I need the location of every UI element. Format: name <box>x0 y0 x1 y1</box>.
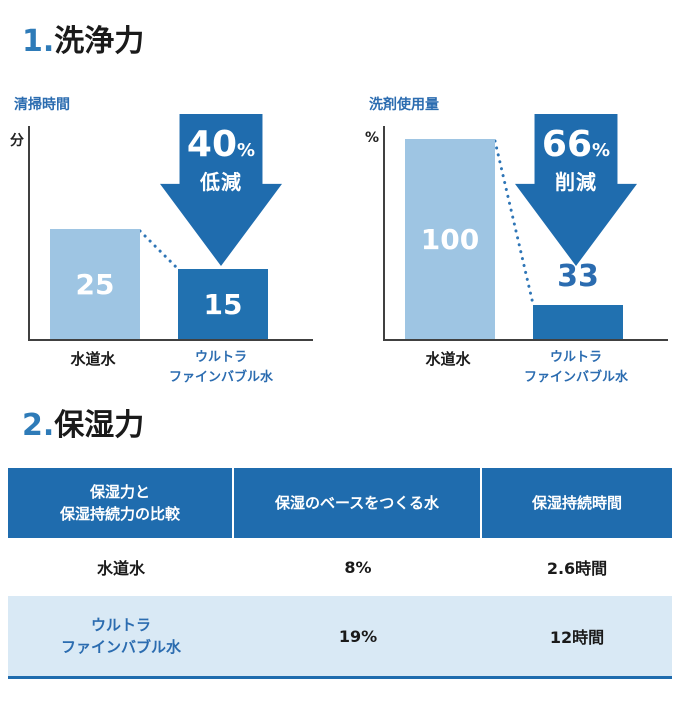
category-label-tap-water: 水道水 <box>425 350 471 368</box>
reduction-value-line: 66% <box>515 127 637 163</box>
category-label-bubble-water: ウルトラ ファインバブル水 <box>523 350 628 385</box>
tap-water-bar-value: 25 <box>75 267 115 301</box>
cleaning-time-y-axis-unit: 分 <box>10 133 24 149</box>
reduction-value-line: 40% <box>160 127 282 163</box>
category-label-bubble-water: ウルトラ ファインバブル水 <box>168 350 273 385</box>
bubble-water-bar: 15 <box>178 269 268 339</box>
detergent-usage-dotted-trend-line <box>493 139 535 306</box>
section-1-heading: 1.洗浄力 <box>22 24 680 60</box>
reduction-percent-sign: % <box>592 140 611 161</box>
table-row-bubble-water: ウルトラ ファインバブル水 19% 12時間 <box>8 596 672 676</box>
row-label-tap-water: 水道水 <box>96 559 145 578</box>
bubble-water-base-water-value: 19% <box>338 626 378 646</box>
tap-water-bar: 100 <box>405 139 495 339</box>
reduction-percent-sign: % <box>237 140 256 161</box>
reduction-arrow-badge: 40% 低減 <box>160 114 282 266</box>
detergent-usage-plot-area: 100 33 <box>383 126 668 341</box>
cleaning-time-dotted-trend-line <box>138 229 184 275</box>
tap-water-duration-value: 2.6時間 <box>546 559 608 578</box>
charts-row: 清掃時間 分 25 15 40% 低減 水道水 ウルトラ ファインバブル水 洗剤… <box>0 94 680 394</box>
cleaning-time-chart: 清掃時間 分 25 15 40% 低減 水道水 ウルトラ ファインバブル水 <box>10 94 325 394</box>
moisture-comparison-table: 保湿力と 保湿持続力の比較 保湿のベースをつくる水 保湿持続時間 水道水 8% … <box>8 468 672 679</box>
section-2-heading: 2.保湿力 <box>22 408 680 444</box>
table-header-duration: 保湿持続時間 <box>531 493 622 512</box>
section-2-title: 保湿力 <box>54 408 145 443</box>
reduction-value: 40 <box>186 124 238 165</box>
reduction-label: 削減 <box>555 170 597 194</box>
detergent-usage-y-axis-unit: % <box>365 130 380 146</box>
cleaning-time-plot-area: 25 15 <box>28 126 313 341</box>
cleaning-time-chart-title: 清掃時間 <box>14 97 70 113</box>
detergent-usage-chart: 洗剤使用量 % 100 33 66% 削減 水道水 ウルトラ ファインバブル水 <box>365 94 680 394</box>
bubble-water-bar-value: 33 <box>557 259 599 294</box>
tap-water-base-water-value: 8% <box>344 557 372 577</box>
table-header-base-water: 保湿のベースをつくる水 <box>234 468 482 538</box>
bubble-water-bar-value: 15 <box>203 287 243 321</box>
detergent-usage-chart-title: 洗剤使用量 <box>369 97 439 113</box>
section-1-title: 洗浄力 <box>54 24 145 59</box>
reduction-value: 66 <box>541 124 593 165</box>
table-header-comparison: 保湿力と 保湿持続力の比較 <box>8 468 234 538</box>
bubble-water-duration-value: 12時間 <box>549 628 605 647</box>
tap-water-bar: 25 <box>50 229 140 339</box>
reduction-label: 低減 <box>200 170 242 194</box>
section-1-number: 1. <box>22 24 55 59</box>
bubble-water-bar: 33 <box>533 259 623 339</box>
table-row-tap-water: 水道水 8% 2.6時間 <box>8 538 672 596</box>
row-label-bubble-water: ウルトラ ファインバブル水 <box>60 615 181 657</box>
category-label-tap-water: 水道水 <box>70 350 116 368</box>
tap-water-bar-value: 100 <box>420 222 480 256</box>
section-2-number: 2. <box>22 408 55 443</box>
table-header-row: 保湿力と 保湿持続力の比較 保湿のベースをつくる水 保湿持続時間 <box>8 468 672 538</box>
